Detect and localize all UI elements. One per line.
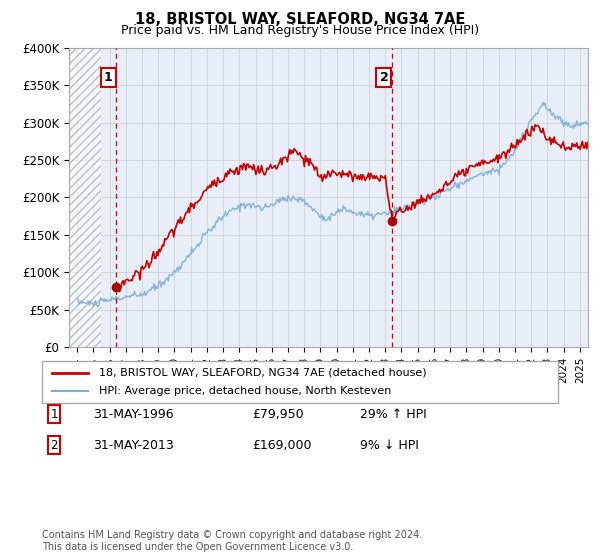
Text: HPI: Average price, detached house, North Kesteven: HPI: Average price, detached house, Nort… (99, 386, 391, 396)
Text: 18, BRISTOL WAY, SLEAFORD, NG34 7AE: 18, BRISTOL WAY, SLEAFORD, NG34 7AE (135, 12, 465, 27)
Text: 9% ↓ HPI: 9% ↓ HPI (360, 438, 419, 452)
Text: Contains HM Land Registry data © Crown copyright and database right 2024.
This d: Contains HM Land Registry data © Crown c… (42, 530, 422, 552)
Text: 31-MAY-1996: 31-MAY-1996 (93, 408, 173, 421)
Bar (69, 48, 101, 347)
Text: 1: 1 (104, 71, 113, 84)
Text: 2: 2 (50, 438, 58, 452)
FancyBboxPatch shape (42, 361, 558, 403)
Text: 31-MAY-2013: 31-MAY-2013 (93, 438, 174, 452)
Text: £79,950: £79,950 (252, 408, 304, 421)
Text: 1: 1 (50, 408, 58, 421)
Text: £169,000: £169,000 (252, 438, 311, 452)
Text: 29% ↑ HPI: 29% ↑ HPI (360, 408, 427, 421)
Text: Price paid vs. HM Land Registry's House Price Index (HPI): Price paid vs. HM Land Registry's House … (121, 24, 479, 37)
Text: 2: 2 (380, 71, 388, 84)
Text: 18, BRISTOL WAY, SLEAFORD, NG34 7AE (detached house): 18, BRISTOL WAY, SLEAFORD, NG34 7AE (det… (99, 368, 427, 378)
